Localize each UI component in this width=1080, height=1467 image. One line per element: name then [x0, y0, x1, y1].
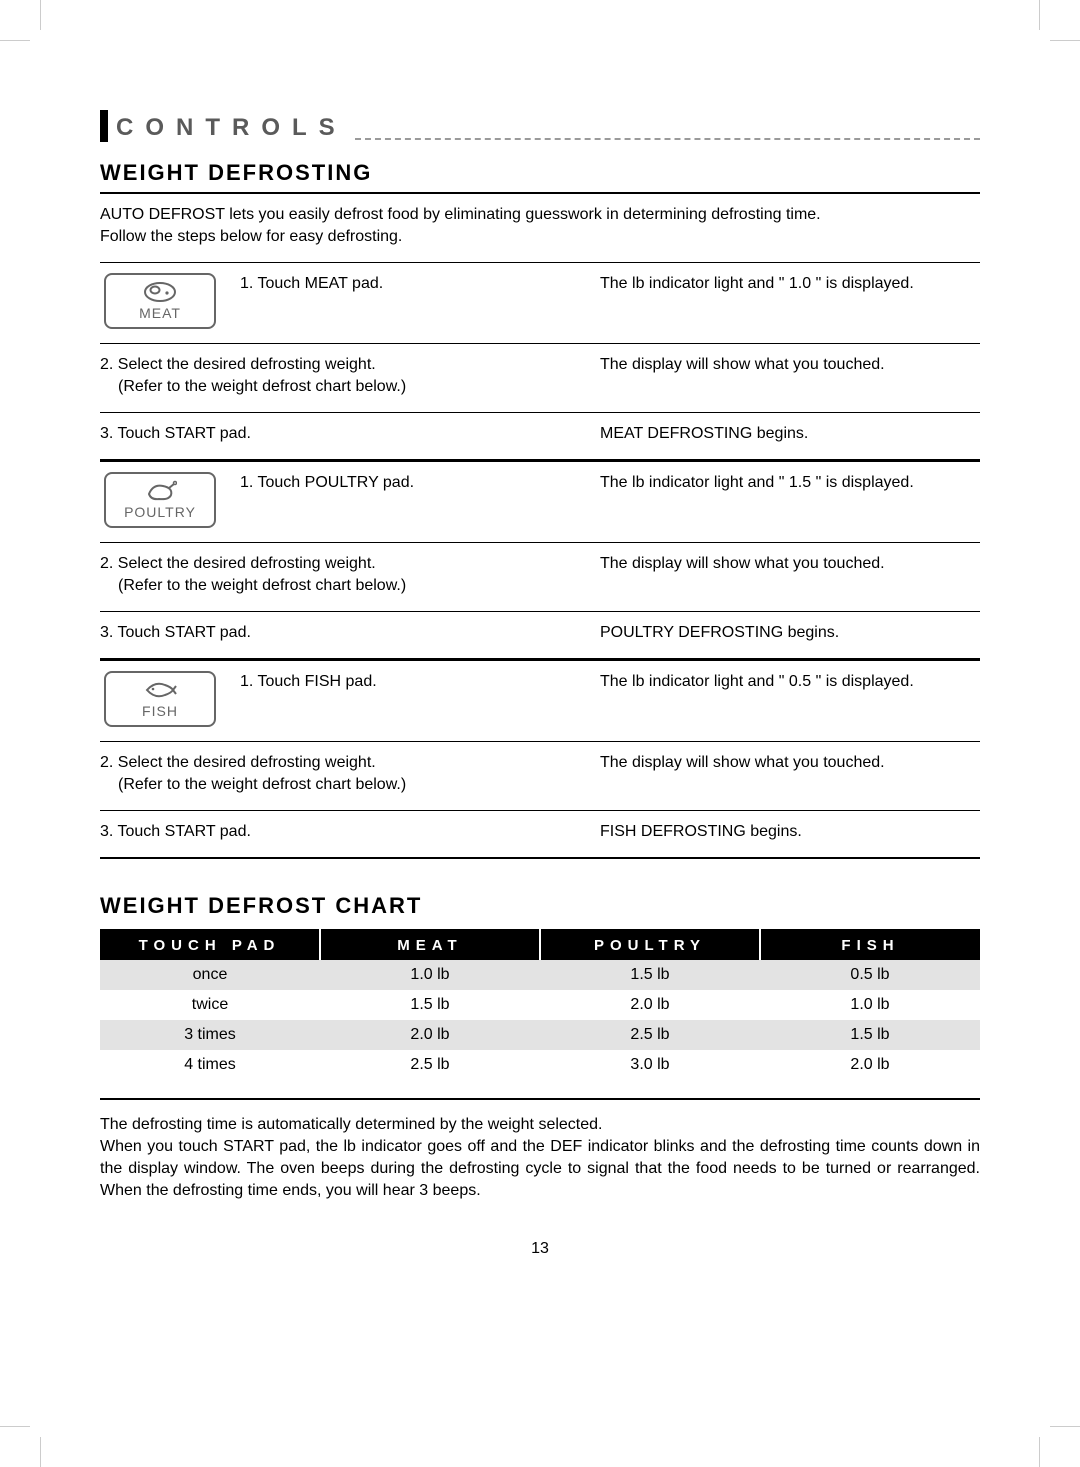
table-cell: 2.5 lb	[320, 1050, 540, 1080]
rule	[100, 1098, 980, 1100]
instruction-text: 1. Touch POULTRY pad.	[240, 472, 600, 494]
instruction-text: 3. Touch START pad.	[100, 423, 600, 445]
notes-line: The defrosting time is automatically det…	[100, 1116, 602, 1133]
rule	[100, 192, 980, 194]
meat-pad-icon: MEAT	[104, 273, 216, 329]
table-cell: 1.0 lb	[320, 960, 540, 990]
intro-line: Follow the steps below for easy defrosti…	[100, 228, 402, 245]
result-text: FISH DEFROSTING begins.	[600, 821, 980, 843]
instruction-text: 2. Select the desired defrosting weight.…	[100, 553, 600, 597]
table-cell: 2.0 lb	[320, 1020, 540, 1050]
notes-para: When you touch START pad, the lb indicat…	[100, 1138, 980, 1199]
heading-weight-defrost-chart: Weight Defrost Chart	[100, 893, 980, 919]
defrost-table: TOUCH PADMEATPOULTRYFISHonce1.0 lb1.5 lb…	[100, 929, 980, 1080]
table-header: MEAT	[320, 930, 540, 960]
step-row: 2. Select the desired defrosting weight.…	[100, 542, 980, 611]
result-text: The lb indicator light and " 1.5 " is di…	[600, 472, 980, 494]
rule	[100, 857, 980, 859]
pad-icon-cell: FISH	[100, 671, 240, 727]
table-cell: 3 times	[100, 1020, 320, 1050]
result-text: POULTRY DEFROSTING begins.	[600, 622, 980, 644]
table-cell: 1.5 lb	[320, 990, 540, 1020]
step-row: POULTRY 1. Touch POULTRY pad.The lb indic…	[100, 461, 980, 542]
table-cell: 3.0 lb	[540, 1050, 760, 1080]
step-row: 3. Touch START pad.FISH DEFROSTING begin…	[100, 810, 980, 857]
result-text: The display will show what you touched.	[600, 354, 980, 398]
result-text: MEAT DEFROSTING begins.	[600, 423, 980, 445]
table-cell: twice	[100, 990, 320, 1020]
notes: The defrosting time is automatically det…	[100, 1114, 980, 1202]
table-cell: 4 times	[100, 1050, 320, 1080]
step-row: 2. Select the desired defrosting weight.…	[100, 343, 980, 412]
pad-icon-cell: MEAT	[100, 273, 240, 329]
table-row: once1.0 lb1.5 lb0.5 lb	[100, 960, 980, 990]
defrost-chart: TOUCH PADMEATPOULTRYFISHonce1.0 lb1.5 lb…	[100, 929, 980, 1080]
table-cell: 2.0 lb	[540, 990, 760, 1020]
page-number: 13	[0, 1240, 1080, 1258]
instruction-text: 3. Touch START pad.	[100, 622, 600, 644]
instruction-text: 2. Select the desired defrosting weight.…	[100, 752, 600, 796]
section-header: CONTROLS	[100, 110, 980, 142]
step-row: 2. Select the desired defrosting weight.…	[100, 741, 980, 810]
poultry-pad-icon: POULTRY	[104, 472, 216, 528]
table-header: POULTRY	[540, 930, 760, 960]
intro-text: AUTO DEFROST lets you easily defrost foo…	[100, 204, 980, 248]
fish-pad-icon: FISH	[104, 671, 216, 727]
table-cell: 0.5 lb	[760, 960, 980, 990]
table-cell: 1.5 lb	[540, 960, 760, 990]
table-cell: once	[100, 960, 320, 990]
table-row: 4 times2.5 lb3.0 lb2.0 lb	[100, 1050, 980, 1080]
dashed-rule	[355, 138, 980, 140]
table-row: twice1.5 lb2.0 lb1.0 lb	[100, 990, 980, 1020]
result-text: The display will show what you touched.	[600, 752, 980, 796]
table-row: 3 times2.0 lb2.5 lb1.5 lb	[100, 1020, 980, 1050]
step-row: 3. Touch START pad.MEAT DEFROSTING begin…	[100, 412, 980, 459]
pad-label: POULTRY	[124, 504, 196, 520]
pad-label: MEAT	[139, 305, 181, 321]
section-label: CONTROLS	[116, 114, 347, 142]
instruction-text: 2. Select the desired defrosting weight.…	[100, 354, 600, 398]
table-cell: 1.0 lb	[760, 990, 980, 1020]
pad-label: FISH	[142, 703, 178, 719]
heading-weight-defrosting: Weight Defrosting	[100, 160, 980, 186]
instruction-text: 1. Touch FISH pad.	[240, 671, 600, 693]
instruction-text: 3. Touch START pad.	[100, 821, 600, 843]
step-row: MEAT 1. Touch MEAT pad.The lb indicator l…	[100, 262, 980, 343]
instruction-text: 1. Touch MEAT pad.	[240, 273, 600, 295]
table-header: TOUCH PAD	[100, 930, 320, 960]
step-row: 3. Touch START pad.POULTRY DEFROSTING be…	[100, 611, 980, 658]
table-cell: 2.0 lb	[760, 1050, 980, 1080]
table-cell: 2.5 lb	[540, 1020, 760, 1050]
table-header: FISH	[760, 930, 980, 960]
section-bar-icon	[100, 110, 108, 142]
pad-icon-cell: POULTRY	[100, 472, 240, 528]
result-text: The lb indicator light and " 1.0 " is di…	[600, 273, 980, 295]
step-row: FISH 1. Touch FISH pad.The lb indicator l…	[100, 660, 980, 741]
table-cell: 1.5 lb	[760, 1020, 980, 1050]
intro-line: AUTO DEFROST lets you easily defrost foo…	[100, 206, 821, 223]
result-text: The lb indicator light and " 0.5 " is di…	[600, 671, 980, 693]
result-text: The display will show what you touched.	[600, 553, 980, 597]
